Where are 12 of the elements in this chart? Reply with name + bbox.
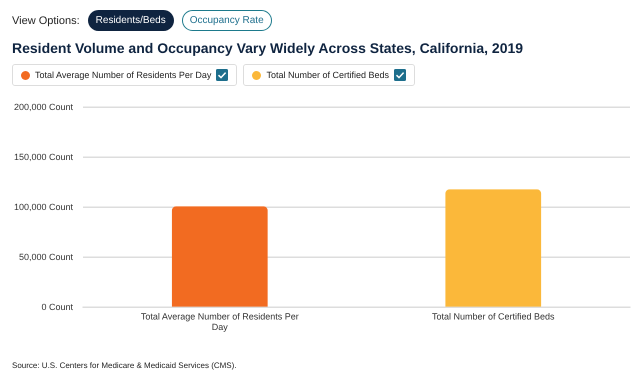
y-tick-label: 100,000 Count (14, 202, 74, 212)
source-note: Source: U.S. Centers for Medicare & Medicaid Services (CMS). (12, 361, 237, 370)
text: View Options: (12, 14, 80, 26)
y-tick-label: 50,000 Count (19, 252, 74, 262)
legend-label: Total Number of Certified Beds (266, 70, 389, 80)
chart-title: Resident Volume and Occupancy Vary Widely Across States, California, 2019 (11, 39, 524, 58)
text: Residents/Beds (88, 10, 174, 31)
text: Occupancy Rate (182, 10, 272, 31)
y-tick-label: 150,000 Count (14, 152, 74, 162)
y-tick-label: 0 Count (42, 302, 74, 312)
y-tick-label: 200,000 Count (14, 102, 74, 112)
legend-label: Total Average Number of Residents Per Day (35, 70, 212, 80)
